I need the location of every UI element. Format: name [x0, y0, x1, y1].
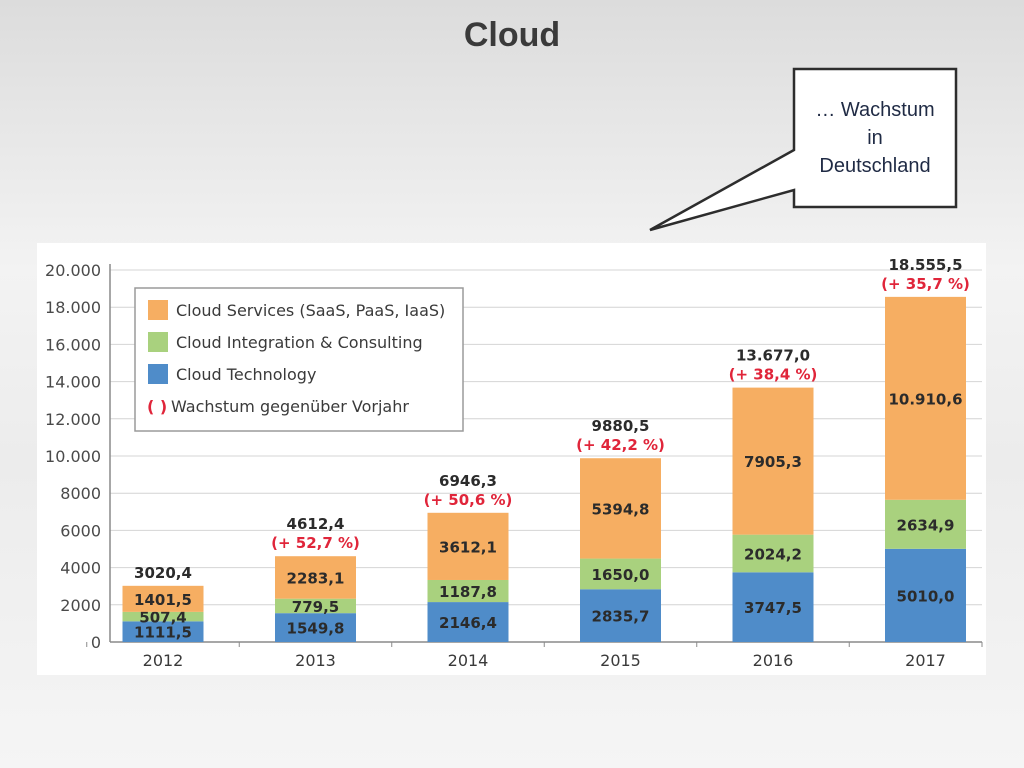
total-label: 4612,4 [287, 515, 345, 533]
data-label: 2634,9 [897, 516, 955, 534]
data-label: 1650,0 [592, 566, 650, 584]
data-label: 2146,4 [439, 614, 497, 632]
data-label: 1187,8 [439, 583, 497, 601]
legend-growth-marker: ( ) [147, 397, 167, 416]
x-tick-label: 2016 [753, 651, 794, 670]
chart-panel: 0 2000 4000 6000 8000 10.000 12.000 14.000 16.00… [37, 243, 986, 675]
bar-segment [885, 296, 966, 500]
data-label: 1111,5 [134, 624, 192, 642]
data-label: 3747,5 [744, 599, 802, 617]
callout-shape [649, 67, 958, 232]
bar-segment [580, 458, 661, 559]
y-tick-label: 6000 [60, 521, 101, 540]
y-tick-label: 14.000 [45, 373, 101, 392]
y-tick-label: 4000 [60, 559, 101, 578]
bar-segment [580, 558, 661, 590]
slide-title: Cloud [463, 16, 561, 54]
total-label: 18.555,5 [888, 256, 962, 274]
bar-segment [122, 585, 204, 612]
data-label: 507,4 [139, 609, 186, 627]
data-label: 10.910,6 [888, 390, 962, 408]
data-label: 5394,8 [592, 500, 650, 518]
bar-segment [122, 611, 204, 622]
bar-segment [275, 556, 356, 599]
bar-segment [732, 534, 814, 573]
callout-text: … Wachstum in Deutschland [796, 96, 954, 180]
callout-line-3: Deutschland [819, 155, 931, 177]
bar-segment [732, 387, 814, 535]
data-label: 2283,1 [287, 569, 345, 587]
callout-line-1: … Wachstum [815, 99, 935, 121]
total-label: 13.677,0 [736, 347, 810, 365]
growth-label: (+ 38,4 %) [729, 366, 818, 384]
callout-line-2: in [867, 127, 883, 149]
legend-box [134, 287, 464, 432]
data-label: 2024,2 [744, 545, 802, 563]
y-tick-label: 8000 [60, 484, 101, 503]
stacked-bar-chart: 0 2000 4000 6000 8000 10.000 12.000 14.000 16.00… [45, 256, 983, 670]
bar-segment [580, 589, 661, 642]
bar-segment [275, 613, 356, 642]
legend-growth-label: Wachstum gegenüber Vorjahr [171, 397, 409, 416]
growth-label: (+ 42,2 %) [576, 436, 665, 454]
total-label: 3020,4 [134, 564, 192, 582]
x-tick-label: 2015 [600, 651, 641, 670]
x-tick-label: 2017 [905, 651, 946, 670]
bar-segment [122, 621, 204, 642]
data-label: 7905,3 [744, 453, 802, 471]
bar-segment [732, 572, 814, 642]
y-tick-label: 2000 [60, 596, 101, 615]
data-label: 779,5 [292, 598, 339, 616]
x-tick-label: 2013 [295, 651, 336, 670]
y-tick-label: 20.000 [45, 261, 101, 280]
legend-label: Cloud Integration & Consulting [176, 333, 423, 352]
x-tick-label: 2012 [143, 651, 184, 670]
bar-segment [885, 499, 966, 549]
y-tick-label: 16.000 [45, 335, 101, 354]
growth-label: (+ 35,7 %) [881, 275, 970, 293]
total-label: 9880,5 [592, 417, 650, 435]
growth-label: (+ 52,7 %) [271, 534, 360, 552]
y-tick-label: 10.000 [45, 447, 101, 466]
total-label: 6946,3 [439, 472, 497, 490]
data-label: 3612,1 [439, 538, 497, 556]
bar-segment [427, 602, 509, 642]
y-tick-label: 12.000 [45, 410, 101, 429]
callout-bubble [649, 67, 958, 232]
data-label: 5010,0 [897, 587, 955, 605]
data-label: 1401,5 [134, 591, 192, 609]
bar-segment [427, 579, 509, 603]
data-label: 1549,8 [287, 620, 345, 638]
bar-segment [275, 598, 356, 614]
bar-segment [427, 512, 509, 580]
bar-segment [885, 548, 966, 642]
legend-swatch [148, 300, 168, 320]
y-tick-label: 0 [91, 633, 101, 652]
legend-label: Cloud Services (SaaS, PaaS, IaaS) [176, 301, 445, 320]
data-label: 2835,7 [592, 608, 650, 626]
growth-label: (+ 50,6 %) [424, 491, 513, 509]
legend-swatch [148, 332, 168, 352]
x-tick-label: 2014 [448, 651, 489, 670]
y-tick-label: 18.000 [45, 298, 101, 317]
legend-swatch [148, 364, 168, 384]
legend-label: Cloud Technology [176, 365, 316, 384]
